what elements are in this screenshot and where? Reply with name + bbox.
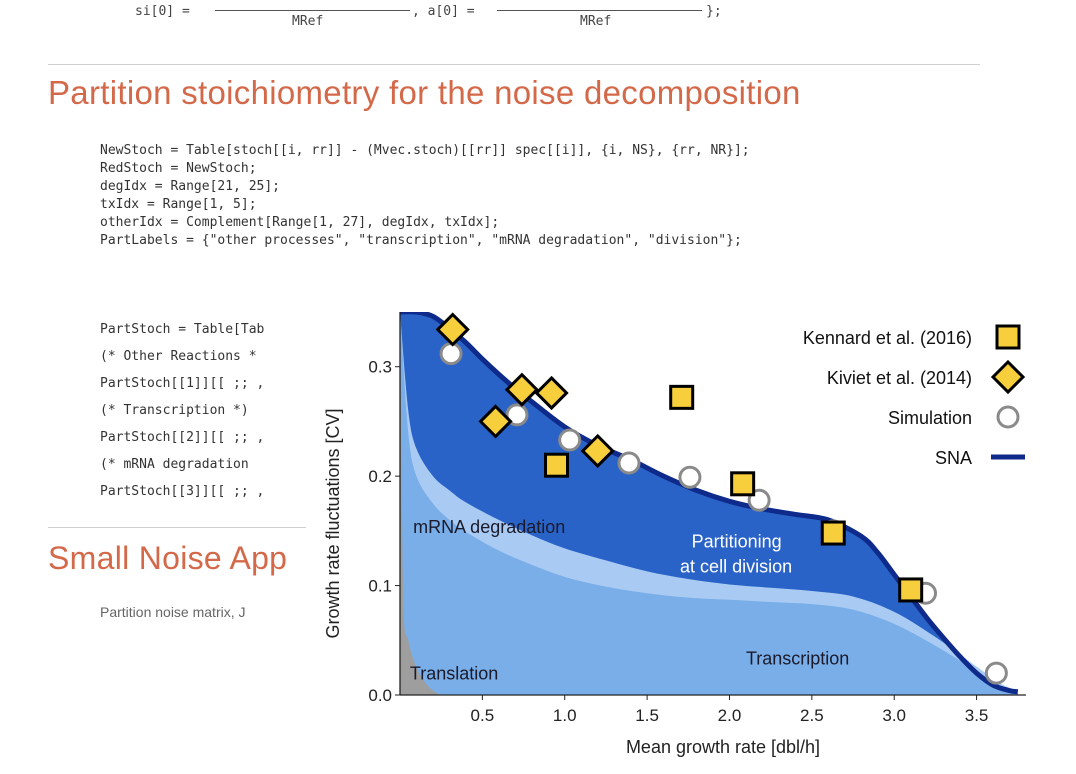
- si-denominator: MRef: [292, 14, 324, 29]
- kiviet-et-al-2014--point: [534, 375, 569, 411]
- kiviet-et-al-2014--point: [504, 372, 540, 407]
- kennard-et-al-2016--point: [730, 471, 756, 497]
- x-tick-label: 2.5: [800, 706, 824, 725]
- kiviet-et-al-2014--point: [478, 404, 513, 439]
- region-label: at cell division: [680, 556, 792, 576]
- sna-line: [400, 312, 1019, 695]
- x-tick-label: 3.0: [882, 706, 906, 725]
- text-cell-partition-noise[interactable]: Partition noise matrix, J: [100, 604, 246, 620]
- y-tick-label: 0.3: [368, 358, 392, 377]
- plot-areas: [400, 312, 1019, 695]
- figure-panel: mRNA degradation Partitioning at cell divi…: [306, 300, 1076, 770]
- code-cell-2[interactable]: PartStoch = Table[Tab (* Other Reactions …: [100, 316, 264, 505]
- simulation-point: [505, 403, 529, 427]
- code-cell-2-line: PartStoch[[1]][[ ;; ,: [100, 376, 265, 391]
- code-cell-2-line: PartStoch[[3]][[ ;; ,: [100, 484, 265, 499]
- kennard-et-al-2016--point: [544, 452, 569, 478]
- si-label: si[0] =: [135, 4, 190, 19]
- x-axis-label: Mean growth rate [dbl/h]: [626, 737, 820, 757]
- a-fraction-bar: [497, 10, 702, 11]
- region-label: Transcription: [746, 648, 849, 668]
- legend-marker-diamond: [990, 359, 1026, 395]
- legend-marker-circle: [996, 405, 1020, 429]
- si-fraction-bar: [215, 10, 410, 11]
- legend-marker-square: [995, 324, 1021, 350]
- kennard-et-al-2016--point: [820, 520, 846, 546]
- area-transcription: [400, 312, 1018, 695]
- code-cell-2-line: (* Other Reactions *: [100, 349, 257, 364]
- code-cell-2-line: (* mRNA degradation: [100, 457, 249, 472]
- simulation-point: [558, 428, 582, 452]
- code-cell-1-line: txIdx = Range[1, 5];: [100, 197, 257, 212]
- code-cell-1-line: degIdx = Range[21, 25];: [100, 179, 281, 194]
- simulation-point: [984, 661, 1008, 685]
- code-cell-1-line: NewStoch = Table[stoch[[i, rr]] - (Mvec.…: [100, 143, 750, 158]
- simulation-point: [617, 451, 641, 475]
- region-label: Partitioning: [692, 531, 782, 551]
- code-cell-1-line: PartLabels = {"other processes", "transc…: [100, 233, 742, 248]
- legend-label: Simulation: [888, 408, 972, 428]
- x-tick-label: 2.0: [718, 706, 742, 725]
- section-title-partition[interactable]: Partition stoichiometry for the noise de…: [48, 74, 801, 111]
- code-cell-2-line: PartStoch[[2]][[ ;; ,: [100, 430, 265, 445]
- code-cell-1-line: RedStoch = NewStoch;: [100, 161, 257, 176]
- code-cell-2-line: (* Transcription *): [100, 403, 249, 418]
- simulation-point: [678, 465, 702, 489]
- y-tick-label: 0.1: [368, 577, 392, 596]
- legend-label: Kennard et al. (2016): [803, 328, 972, 348]
- y-tick-label: 0.0: [368, 686, 392, 705]
- section-title-small-noise[interactable]: Small Noise App: [48, 540, 288, 576]
- y-axis-label: Growth rate fluctuations [CV]: [323, 408, 343, 638]
- x-tick-label: 1.0: [553, 706, 577, 725]
- x-tick-label: 3.5: [965, 706, 989, 725]
- area-translation: [400, 312, 442, 695]
- line-end: };: [706, 4, 722, 19]
- a-denominator: MRef: [580, 14, 612, 29]
- y-tick-label: 0.2: [368, 467, 392, 486]
- legend-label: SNA: [935, 448, 972, 468]
- simulation-point: [439, 342, 463, 366]
- cell-divider-2: [48, 527, 308, 528]
- x-tick-label: 0.5: [471, 706, 495, 725]
- a-label: , a[0] =: [412, 4, 475, 19]
- cell-divider: [48, 64, 980, 65]
- kennard-et-al-2016--point: [669, 384, 695, 410]
- code-cell-1-line: otherIdx = Complement[Range[1, 27], degI…: [100, 215, 500, 230]
- noise-decomposition-chart: mRNA degradation Partitioning at cell divi…: [323, 312, 1026, 757]
- legend-label: Kiviet et al. (2014): [827, 368, 972, 388]
- code-cell-1[interactable]: NewStoch = Table[stoch[[i, rr]] - (Mvec.…: [100, 142, 750, 250]
- region-label: mRNA degradation: [413, 517, 565, 537]
- x-tick-label: 1.5: [635, 706, 659, 725]
- kennard-et-al-2016--point: [898, 577, 924, 603]
- kiviet-et-al-2014--point: [580, 433, 615, 469]
- kiviet-et-al-2014--point: [435, 312, 470, 347]
- code-cell-2-line: PartStoch = Table[Tab: [100, 322, 265, 337]
- region-label: Translation: [410, 664, 498, 684]
